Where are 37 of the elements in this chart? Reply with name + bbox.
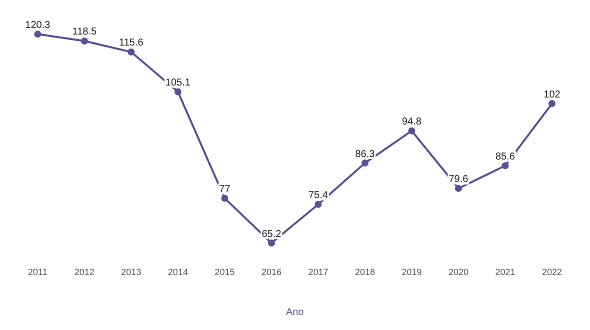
x-tick-label: 2022 bbox=[542, 267, 562, 278]
x-axis-title: Ano bbox=[286, 306, 304, 318]
data-label: 105.1 bbox=[165, 78, 191, 89]
point bbox=[80, 38, 88, 44]
point bbox=[361, 160, 368, 167]
point bbox=[408, 127, 416, 134]
x-tick-label: 2014 bbox=[168, 267, 188, 278]
point bbox=[454, 184, 462, 192]
data-label: 118.5 bbox=[72, 26, 98, 38]
data-label: 77 bbox=[219, 184, 231, 196]
x-tick-label: 2017 bbox=[308, 267, 328, 278]
x-tick-label: 2013 bbox=[121, 267, 142, 278]
point bbox=[174, 88, 182, 96]
x-tick-label: 2019 bbox=[402, 267, 422, 278]
data-label: 79.6 bbox=[448, 174, 469, 186]
point bbox=[548, 100, 556, 108]
x-tick-label: 2016 bbox=[261, 267, 282, 278]
data-label: 75.4 bbox=[308, 190, 328, 202]
x-tick-label: 2012 bbox=[74, 267, 94, 278]
x-tick-label: 2021 bbox=[495, 267, 516, 278]
point bbox=[128, 48, 135, 56]
data-label: 86.3 bbox=[355, 148, 376, 160]
data-label: 94.8 bbox=[402, 116, 422, 128]
data-label: 120.3 bbox=[25, 20, 51, 31]
point bbox=[221, 194, 228, 202]
data-label: 65.2 bbox=[262, 228, 282, 240]
point bbox=[502, 162, 509, 170]
point bbox=[268, 240, 275, 247]
point bbox=[34, 30, 42, 38]
point bbox=[314, 200, 322, 208]
x-tick-label: 2018 bbox=[354, 267, 375, 278]
data-label: 85.6 bbox=[496, 151, 516, 162]
x-tick-label: 2015 bbox=[214, 267, 235, 278]
data-label: 115.6 bbox=[119, 38, 144, 49]
x-tick-label: 2011 bbox=[28, 267, 48, 278]
data-label: 102 bbox=[544, 89, 561, 100]
x-tick-label: 2020 bbox=[448, 267, 468, 278]
